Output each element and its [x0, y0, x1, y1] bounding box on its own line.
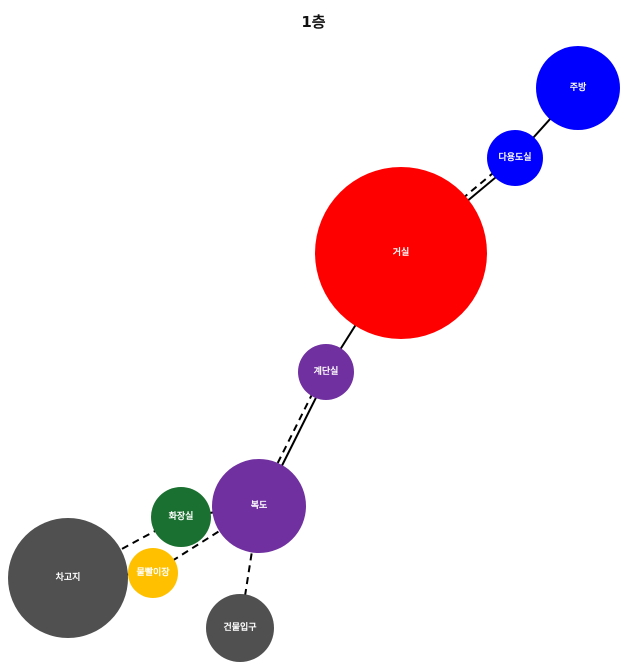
- room-label: 복도: [251, 500, 268, 511]
- room-circle: [536, 46, 620, 130]
- room-node-entrance: 건물입구: [206, 594, 274, 662]
- room-node-kitchen: 주방: [536, 46, 620, 130]
- room-node-utility-room: 다용도실: [487, 130, 543, 186]
- room-label: 거실: [393, 246, 410, 258]
- room-circle: [315, 167, 487, 339]
- room-label: 다용도실: [498, 151, 531, 163]
- edge-bathroom-garage: [67, 516, 182, 579]
- room-circle: [8, 518, 128, 638]
- room-circle: [151, 487, 211, 547]
- room-circle: [298, 344, 354, 400]
- room-node-living-room: 거실: [315, 167, 487, 339]
- room-node-laundry: 물빨이장: [128, 548, 178, 598]
- room-node-garage: 차고지: [8, 518, 128, 638]
- room-node-hallway: 복도: [212, 459, 306, 553]
- room-circle: [212, 459, 306, 553]
- room-circle: [128, 548, 178, 598]
- room-label: 주방: [570, 81, 587, 93]
- room-label: 화장실: [169, 510, 194, 522]
- edge-hallway-laundry: [152, 505, 260, 574]
- diagram-title: 1층: [301, 13, 326, 31]
- room-node-bathroom: 화장실: [151, 487, 211, 547]
- room-circle: [206, 594, 274, 662]
- room-label: 물빨이장: [136, 566, 170, 578]
- room-label: 건물입구: [223, 621, 256, 633]
- room-circle: [487, 130, 543, 186]
- room-label: 차고지: [56, 571, 81, 583]
- room-label: 계단실: [314, 365, 339, 377]
- room-node-staircase: 계단실: [298, 344, 354, 400]
